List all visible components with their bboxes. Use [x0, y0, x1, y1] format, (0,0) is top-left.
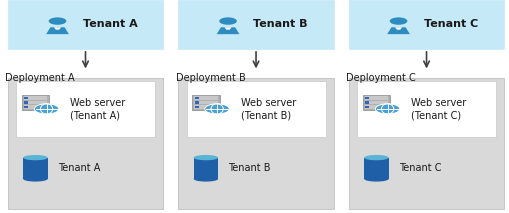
Text: Tenant A: Tenant A	[58, 163, 100, 173]
Circle shape	[34, 104, 59, 114]
Text: Tenant C: Tenant C	[399, 163, 441, 173]
Circle shape	[376, 104, 400, 114]
FancyBboxPatch shape	[194, 101, 199, 104]
FancyBboxPatch shape	[24, 106, 29, 108]
FancyBboxPatch shape	[365, 97, 370, 99]
Text: Web server
(Tenant C): Web server (Tenant C)	[411, 98, 466, 121]
Circle shape	[219, 17, 237, 25]
FancyBboxPatch shape	[364, 96, 388, 100]
Text: Tenant B: Tenant B	[228, 163, 271, 173]
FancyBboxPatch shape	[178, 0, 334, 49]
FancyBboxPatch shape	[365, 106, 370, 108]
FancyBboxPatch shape	[21, 95, 49, 110]
FancyBboxPatch shape	[349, 0, 504, 49]
FancyBboxPatch shape	[364, 105, 388, 109]
FancyBboxPatch shape	[349, 78, 504, 209]
FancyBboxPatch shape	[24, 101, 29, 104]
FancyBboxPatch shape	[24, 97, 29, 99]
FancyBboxPatch shape	[194, 96, 217, 100]
Polygon shape	[387, 27, 410, 34]
FancyBboxPatch shape	[23, 158, 47, 179]
FancyBboxPatch shape	[194, 106, 199, 108]
Polygon shape	[46, 27, 69, 34]
FancyBboxPatch shape	[194, 105, 217, 109]
Text: Tenant B: Tenant B	[253, 20, 308, 29]
FancyBboxPatch shape	[178, 78, 334, 209]
FancyBboxPatch shape	[194, 97, 199, 99]
Text: Tenant C: Tenant C	[424, 20, 478, 29]
FancyBboxPatch shape	[186, 81, 326, 137]
Ellipse shape	[364, 176, 389, 181]
FancyBboxPatch shape	[24, 105, 47, 109]
FancyBboxPatch shape	[16, 81, 155, 137]
Text: Tenant A: Tenant A	[83, 20, 138, 29]
Ellipse shape	[23, 155, 48, 160]
FancyBboxPatch shape	[8, 78, 163, 209]
Ellipse shape	[23, 176, 48, 181]
Polygon shape	[395, 27, 402, 30]
Circle shape	[390, 17, 407, 25]
Text: Deployment A: Deployment A	[6, 73, 75, 83]
FancyBboxPatch shape	[24, 96, 47, 100]
FancyBboxPatch shape	[194, 101, 217, 104]
Text: Web server
(Tenant A): Web server (Tenant A)	[70, 98, 125, 121]
FancyBboxPatch shape	[357, 81, 496, 137]
Ellipse shape	[193, 155, 218, 160]
FancyBboxPatch shape	[362, 95, 390, 110]
FancyBboxPatch shape	[193, 158, 218, 179]
Text: Web server
(Tenant B): Web server (Tenant B)	[241, 98, 296, 121]
Ellipse shape	[364, 155, 389, 160]
Circle shape	[49, 17, 66, 25]
FancyBboxPatch shape	[365, 101, 370, 104]
Polygon shape	[54, 27, 61, 30]
FancyBboxPatch shape	[8, 0, 163, 49]
Text: Deployment C: Deployment C	[346, 73, 416, 83]
Polygon shape	[224, 27, 232, 30]
Ellipse shape	[193, 176, 218, 181]
FancyBboxPatch shape	[364, 101, 388, 104]
Text: Deployment B: Deployment B	[176, 73, 246, 83]
Circle shape	[205, 104, 229, 114]
Polygon shape	[217, 27, 239, 34]
FancyBboxPatch shape	[192, 95, 219, 110]
FancyBboxPatch shape	[364, 158, 389, 179]
FancyBboxPatch shape	[24, 101, 47, 104]
